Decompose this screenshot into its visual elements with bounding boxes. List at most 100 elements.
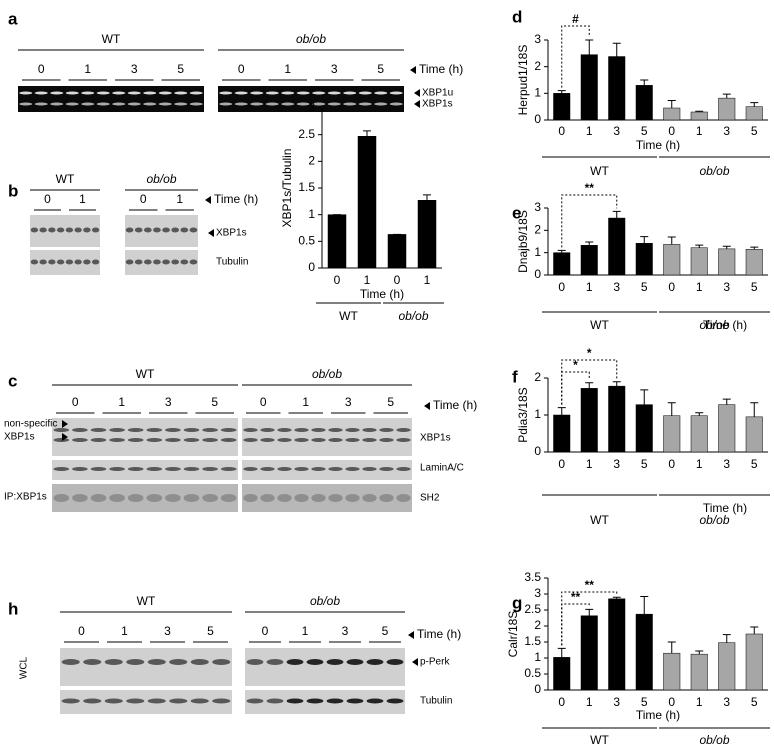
gel-band [165,438,181,442]
gel-band [379,438,394,442]
x-tick-label: 1 [696,457,703,471]
group-label: WT [56,172,75,186]
gel-strip [60,648,232,686]
bar [553,93,571,121]
x-tick-label: 0 [394,273,401,287]
gel-band [109,428,125,432]
y-tick-label: 3.5 [524,570,541,584]
gel-band [294,428,309,432]
gel-band [50,102,64,106]
time-axis-label: Time (h) [417,627,461,641]
x-tick-label: 0 [558,457,565,471]
time-label: 1 [118,395,125,409]
group-label: ob/ob [312,367,342,381]
time-label: 1 [176,192,183,206]
gel-band [326,698,344,704]
y-tick-label: 0 [308,260,315,274]
gel-band [127,91,141,95]
gel-band [83,698,102,704]
gel-band [125,259,134,265]
gel-band [104,659,123,665]
y-tick-label: 0.5 [524,666,541,680]
panel-letter: e [512,203,521,222]
gel-band [362,438,377,442]
side-label: non-specific [4,419,57,430]
y-tick-label: 2.5 [298,127,315,141]
gel-band [220,428,237,432]
gel-band [202,438,218,442]
group-label: ob/ob [146,172,176,186]
time-label: 1 [284,62,291,76]
significance-label: ** [571,590,581,604]
gel-band [343,102,357,106]
bar [663,415,681,453]
gel-band [127,494,144,502]
error-bar [722,93,731,99]
error-bar [667,100,676,108]
gel-band [328,438,343,442]
x-tick-label: 0 [558,124,565,138]
gel-band [286,698,304,704]
group-label: WT [102,32,121,46]
significance-label: * [587,346,592,360]
x-tick-label: 1 [586,280,593,294]
gel-band [143,227,152,233]
gel-band [202,467,218,471]
bar [327,214,347,269]
time-label: 5 [211,395,218,409]
arrow [412,658,418,666]
error-bar [585,382,594,389]
error-bar [722,398,731,405]
gel-strip [245,648,405,686]
gel-band [61,698,80,704]
arrow [410,66,416,74]
error-bar [750,102,759,107]
time-label: 5 [377,62,384,76]
error-bar [667,402,676,416]
gel-strip [52,418,238,456]
x-tick-label: 3 [613,457,620,471]
arrow [408,631,414,639]
y-tick-label: 3 [534,32,541,46]
gel-band [250,91,264,95]
gel-band [266,698,284,704]
gel-band [134,259,143,265]
time-axis-label: Time (h) [419,62,463,76]
bar [718,642,736,691]
group-label: WT [590,164,609,178]
x-tick-label: 1 [586,124,593,138]
y-tick-label: 1 [534,650,541,664]
gel-band [366,659,384,665]
gel-band [306,698,324,704]
error-bar [557,407,566,415]
error-bar [722,245,731,249]
gel-band [53,494,70,502]
gel-band [260,494,275,502]
band-label: Tubulin [216,257,248,268]
gel-strip [218,86,404,112]
gel-strip [52,460,238,480]
error-bar [695,110,704,112]
gel-band [345,438,360,442]
gel-band [83,259,91,265]
gel-band [326,659,344,665]
gel-band [127,438,144,442]
gel-band [90,428,107,432]
gel-band [189,227,198,233]
gel-band [81,102,95,106]
gel-band [65,259,74,265]
y-tick-label: 2 [534,59,541,73]
gel-band [362,428,377,432]
gel-band [53,467,70,471]
x-tick-label: 5 [641,124,648,138]
error-bar [695,412,704,416]
gel-band [91,227,100,233]
time-label: 0 [38,62,45,76]
gel-band [327,91,341,95]
band-label: LaminA/C [420,463,464,474]
x-tick-label: 3 [613,280,620,294]
y-tick-label: 0 [534,682,541,696]
x-tick-label: 1 [424,273,431,287]
gel-band [90,494,107,502]
x-tick-label: 3 [723,457,730,471]
